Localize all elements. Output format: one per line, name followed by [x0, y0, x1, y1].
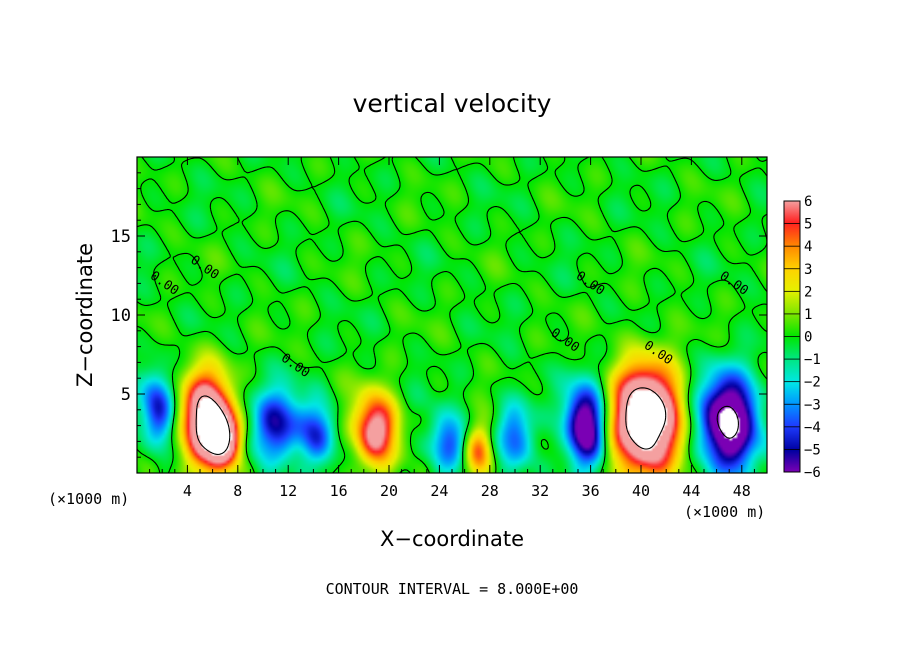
x-tick-label: 8	[233, 482, 242, 500]
y-tick-label: 15	[111, 227, 131, 247]
x-tick-label: 48	[733, 482, 751, 500]
colorbar-tick-label: −4	[804, 420, 821, 436]
x-tick-label: 20	[380, 482, 398, 500]
x-tick-label: 44	[682, 482, 700, 500]
y-axis: 5 10 15	[111, 172, 767, 458]
colorbar-ticks: 6 5 4 3 2 1 0 −1 −2 −3 −4 −5 −6	[784, 194, 821, 481]
x-tick-label: 16	[330, 482, 348, 500]
velocity-heatmap	[137, 157, 767, 473]
colorbar-tick-label: −6	[804, 465, 821, 481]
colorbar: 6 5 4 3 2 1 0 −1 −2 −3 −4 −5 −6	[783, 194, 821, 481]
plot-area	[137, 157, 767, 473]
y-tick-label: 10	[111, 306, 131, 326]
colorbar-tick-label: −1	[804, 352, 821, 368]
colorbar-tick-label: 4	[804, 239, 812, 255]
colorbar-tick-label: 0	[804, 330, 812, 346]
x-unit-right: (×1000 m)	[684, 503, 765, 521]
y-tick-label: 5	[121, 385, 131, 405]
x-tick-label: 28	[481, 482, 499, 500]
contour-positive	[195, 387, 667, 455]
chart-title: vertical velocity	[353, 89, 552, 118]
x-tick-label: 32	[531, 482, 549, 500]
x-unit-left: (×1000 m)	[48, 490, 129, 508]
colorbar-tick-label: 2	[804, 284, 812, 300]
colorbar-tick-label: 6	[804, 194, 812, 210]
x-tick-label: 24	[430, 482, 448, 500]
colorbar-tick-label: 3	[804, 262, 812, 278]
x-tick-label: 36	[582, 482, 600, 500]
x-tick-label: 40	[632, 482, 650, 500]
x-axis: 4 8 12 16 20 24 28 32 36 40 44 48	[149, 157, 755, 500]
colorbar-tick-label: 1	[804, 307, 812, 323]
colorbar-tick-label: 5	[804, 217, 812, 233]
x-tick-label: 4	[183, 482, 192, 500]
y-axis-label: Z−coordinate	[73, 243, 97, 387]
colorbar-tick-label: −5	[804, 442, 821, 458]
x-tick-label: 12	[279, 482, 297, 500]
contour-negative	[716, 405, 739, 439]
contour-interval-footer: CONTOUR INTERVAL = 8.000E+00	[326, 580, 579, 598]
colorbar-tick-label: −3	[804, 397, 821, 413]
x-axis-label: X−coordinate	[380, 527, 524, 551]
colorbar-tick-label: −2	[804, 375, 821, 391]
contour-lines	[137, 157, 767, 473]
